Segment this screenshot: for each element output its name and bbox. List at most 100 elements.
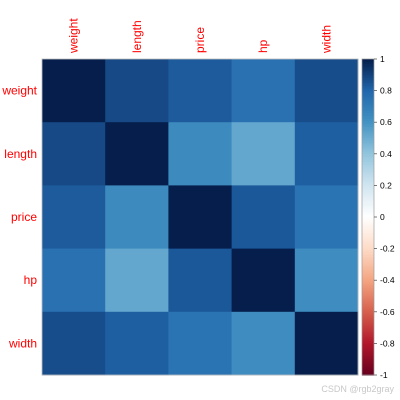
colorbar-segment — [362, 356, 374, 359]
colorbar-segment — [362, 70, 374, 73]
colorbar-segment — [362, 163, 374, 166]
colorbar-segment — [362, 264, 374, 267]
colorbar-segment — [362, 288, 374, 291]
colorbar-segment — [362, 250, 374, 253]
colorbar-segment — [362, 98, 374, 101]
colorbar-segment — [362, 212, 374, 215]
colorbar-segment — [362, 155, 374, 158]
colorbar-segment — [362, 107, 374, 111]
colorbar-segment — [362, 365, 374, 368]
colorbar-segment — [362, 179, 374, 182]
colorbar-segment — [362, 316, 374, 319]
colorbar-segment — [362, 161, 374, 164]
colorbar-segment — [362, 172, 374, 175]
heatmap-cell — [168, 122, 232, 186]
colorbar-segment — [362, 112, 374, 115]
colorbar-segment — [362, 85, 374, 89]
colorbar-segment — [362, 321, 374, 324]
colorbar-segment — [362, 371, 374, 375]
colorbar-segment — [362, 149, 374, 152]
colorbar-segment — [362, 226, 374, 229]
colorbar-segment — [362, 93, 374, 96]
colorbar-segment — [362, 63, 374, 66]
heatmap-cell — [231, 311, 296, 376]
heatmap-cell — [294, 122, 359, 186]
colorbar-segment — [362, 370, 374, 373]
colorbar-segment — [362, 180, 374, 183]
colorbar-segment — [362, 337, 374, 340]
colorbar-segment — [362, 87, 374, 90]
heatmap-cell — [42, 185, 106, 249]
colorbar-segment — [362, 308, 374, 311]
colorbar-segment — [362, 367, 374, 370]
colorbar-segment — [362, 359, 374, 362]
colorbar-segment — [362, 258, 374, 261]
colorbar-segment — [362, 119, 374, 122]
colorbar-segment — [362, 65, 374, 68]
colorbar-segment — [362, 92, 374, 95]
colorbar-segment — [362, 100, 374, 103]
colorbar-segment — [362, 164, 374, 168]
colorbar-segment — [362, 142, 374, 145]
colorbar-tick-label: -0.6 — [380, 307, 395, 317]
colorbar-segment — [362, 281, 374, 284]
colorbar-segment — [362, 253, 374, 256]
column-label: weight — [67, 18, 81, 54]
colorbar-segment — [362, 235, 374, 239]
colorbar-segment — [362, 363, 374, 367]
colorbar-segment — [362, 310, 374, 313]
colorbar-segment — [362, 114, 374, 117]
colorbar-tick-label: -1 — [380, 370, 388, 380]
colorbar-segment — [362, 144, 374, 147]
colorbar-segment — [362, 354, 374, 357]
colorbar-segment — [362, 286, 374, 289]
colorbar-segment — [362, 326, 374, 329]
colorbar-segment — [362, 68, 374, 71]
row-labels: weight length price hp width — [1, 84, 37, 351]
row-label: length — [4, 147, 37, 161]
colorbar-segment — [362, 201, 374, 204]
heatmap-cells — [42, 59, 359, 376]
colorbar-segment — [362, 343, 374, 346]
heatmap-cell — [231, 59, 296, 123]
colorbar-segment — [362, 96, 374, 100]
colorbar-segment — [362, 296, 374, 299]
colorbar-segment — [362, 254, 374, 258]
colorbar-segment — [362, 122, 374, 125]
colorbar-segment — [362, 188, 374, 191]
heatmap-cell — [294, 59, 359, 123]
heatmap-cell — [168, 248, 232, 313]
colorbar-segment — [362, 123, 374, 126]
colorbar-segment — [362, 194, 374, 198]
colorbar-segment — [362, 220, 374, 223]
colorbar-segment — [362, 373, 374, 376]
colorbar-segment — [362, 139, 374, 142]
colorbar-segment — [362, 79, 374, 82]
colorbar-tick-label: 0.4 — [380, 149, 392, 159]
colorbar-segment — [362, 247, 374, 250]
colorbar-segment — [362, 111, 374, 114]
colorbar-segment — [362, 218, 374, 221]
colorbar-segment — [362, 231, 374, 234]
colorbar-segment — [362, 62, 374, 65]
colorbar-segment — [362, 171, 374, 174]
colorbar-segment — [362, 190, 374, 193]
colorbar-segment — [362, 90, 374, 93]
colorbar-segment — [362, 340, 374, 343]
colorbar-segment — [362, 292, 374, 296]
colorbar-segment — [362, 133, 374, 136]
watermark-text: CSDN @rgb2gray — [321, 384, 394, 394]
colorbar-segment — [362, 182, 374, 185]
colorbar-segment — [362, 74, 374, 77]
colorbar-segment — [362, 251, 374, 254]
colorbar-segment — [362, 283, 374, 286]
colorbar-segment — [362, 291, 374, 294]
colorbar-segment — [362, 152, 374, 155]
colorbar-segment — [362, 341, 374, 344]
colorbar-segment — [362, 245, 374, 248]
colorbar-segment — [362, 204, 374, 207]
colorbar-segment — [362, 223, 374, 226]
colorbar-segment — [362, 104, 374, 107]
colorbar-segment — [362, 278, 374, 281]
colorbar-segment — [362, 138, 374, 141]
